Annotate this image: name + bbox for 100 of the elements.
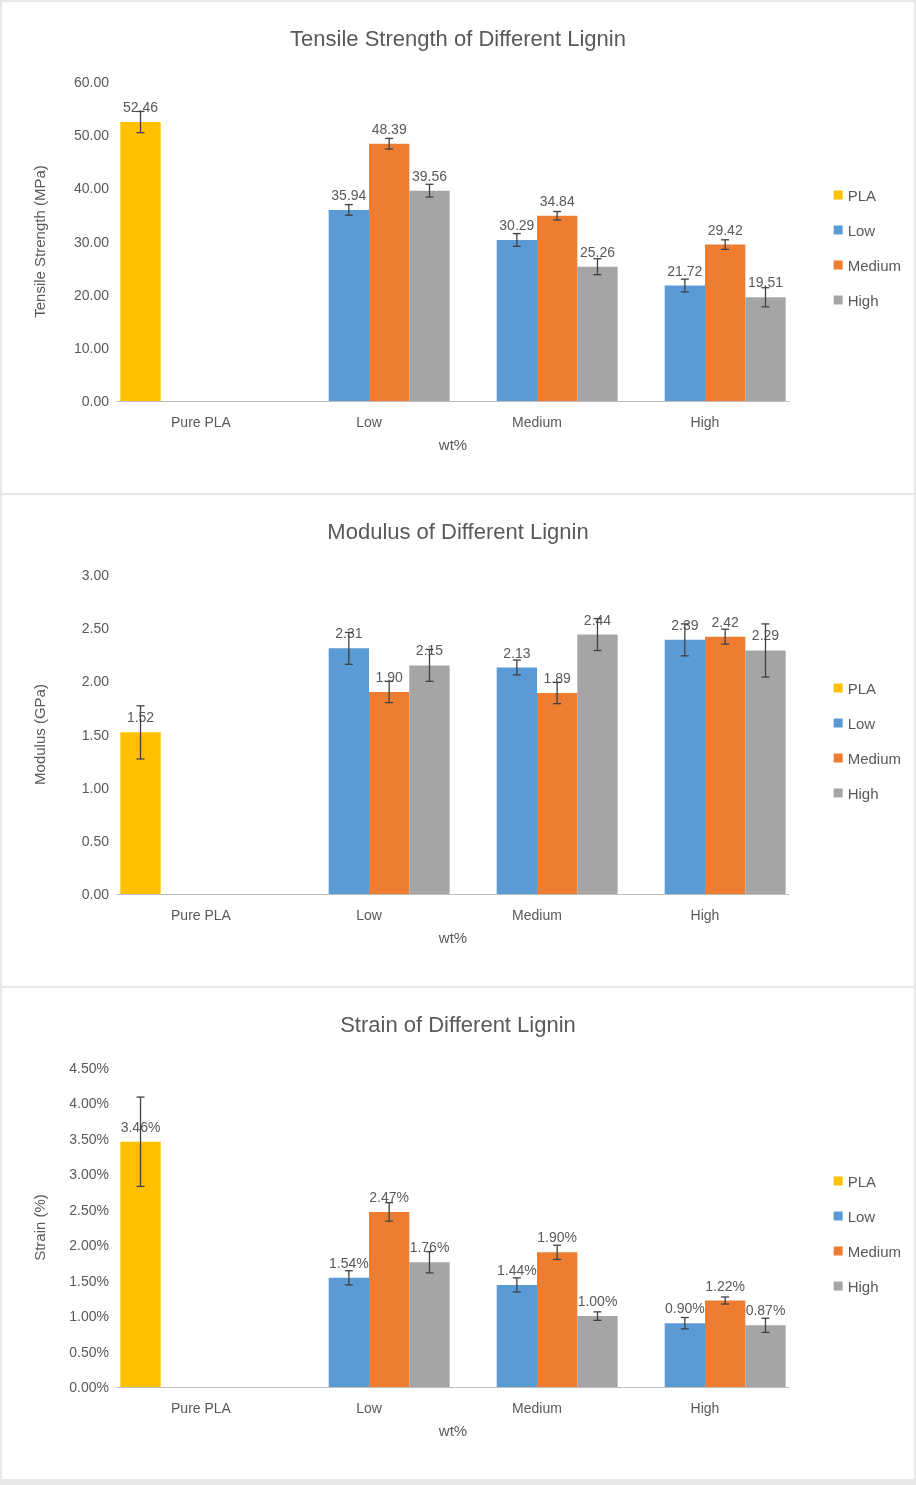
data-label: 2.31 [335,625,363,642]
x-axis-title: wt% [437,929,468,946]
legend-label: High [847,291,879,309]
bar [409,665,450,894]
legend-label: Medium [847,256,902,274]
x-tick-label: Low [356,414,383,430]
x-axis-title: wt% [437,436,468,453]
y-tick-label: 4.50% [69,1060,109,1076]
bar [577,634,618,894]
data-label: 30.29 [499,216,535,233]
bar [577,266,618,401]
bar [537,1252,578,1387]
legend-label: PLA [847,186,877,204]
y-tick-label: 40.00 [73,180,110,197]
bar [409,190,450,401]
y-axis-title: Tensile Strength (MPa) [31,165,48,318]
bar [745,650,786,894]
legend-label: Medium [847,749,902,767]
bar [496,239,537,401]
y-tick-label: 3.50% [69,1130,109,1147]
chart-title: Tensile Strength of Different Lignin [290,25,626,51]
bar [537,215,578,401]
bar [577,1316,618,1387]
bar [120,1141,161,1387]
chart-title: Strain of Different Lignin [340,1011,576,1037]
data-label: 52.46 [123,99,159,116]
y-tick-label: 2.00% [69,1237,109,1254]
x-tick-label: High [690,907,720,923]
bar [664,285,705,401]
y-tick-label: 0.50% [69,1343,109,1360]
data-label: 35.94 [331,186,367,203]
data-label: 0.87% [745,1302,786,1319]
y-tick-label: 50.00 [73,127,110,144]
data-label: 2.15 [415,642,444,659]
bar [745,1325,786,1387]
bar [328,1277,369,1387]
legend-label: High [847,1277,879,1295]
data-label: 25.26 [579,243,616,260]
bar [120,122,161,401]
x-tick-label: Pure PLA [171,1400,232,1416]
bar [705,244,746,401]
data-label: 21.72 [667,262,703,279]
y-tick-label: 1.00% [69,1308,109,1325]
legend-label: Low [847,1207,876,1225]
data-label: 1.00% [577,1293,618,1310]
x-tick-label: High [690,1400,720,1416]
y-tick-label: 2.00 [81,673,110,690]
y-tick-label: 0.00% [69,1379,109,1395]
legend-label: PLA [847,1172,877,1190]
data-label: 0.90% [664,1300,705,1317]
data-label: 1.22% [705,1277,746,1294]
y-tick-label: 2.50 [81,620,110,637]
x-tick-label: High [690,414,720,430]
y-tick-label: 20.00 [73,286,110,303]
bar [705,1300,746,1387]
y-tick-label: 0.00 [81,393,110,409]
data-label: 1.54% [328,1254,369,1271]
y-tick-label: 1.50 [81,726,110,743]
data-label: 1.76% [409,1239,450,1256]
bar [409,1262,450,1387]
x-axis-title: wt% [437,1422,468,1439]
legend-label: Low [847,714,876,732]
data-label: 48.39 [371,120,407,137]
y-axis-title: Strain (%) [31,1194,48,1261]
x-tick-label: Medium [512,1400,562,1416]
bar [496,667,537,894]
bar [664,1323,705,1387]
y-axis-title: Modulus (GPa) [31,684,48,785]
y-tick-label: 3.00% [69,1166,109,1183]
y-tick-label: 4.00% [69,1095,109,1112]
x-tick-label: Medium [512,414,562,430]
bar [120,732,161,894]
data-label: 1.44% [496,1261,537,1278]
data-label: 2.47% [369,1188,410,1205]
data-label: 19.51 [747,274,784,291]
data-label: 39.56 [411,167,448,184]
data-label: 29.42 [707,221,743,238]
data-label: 34.84 [539,192,575,209]
y-tick-label: 0.00 [81,886,110,902]
y-tick-label: 1.50% [69,1272,109,1289]
data-label: 2.39 [671,616,699,633]
data-label: 2.13 [503,644,531,661]
y-tick-label: 1.00 [81,779,110,796]
y-tick-label: 60.00 [73,74,110,90]
legend-label: High [847,784,879,802]
x-tick-label: Low [356,907,383,923]
chart-title: Modulus of Different Lignin [327,518,589,544]
y-tick-label: 0.50 [81,832,110,849]
bar [369,1211,410,1387]
data-label: 2.42 [711,613,739,630]
bar [537,693,578,894]
x-tick-label: Low [356,1400,383,1416]
bar [496,1284,537,1387]
legend-label: PLA [847,679,877,697]
x-tick-label: Pure PLA [171,414,232,430]
bar [328,209,369,401]
legend-label: Medium [847,1242,902,1260]
legend-label: Low [847,221,876,239]
bar [369,691,410,894]
y-tick-label: 3.00 [81,567,110,583]
